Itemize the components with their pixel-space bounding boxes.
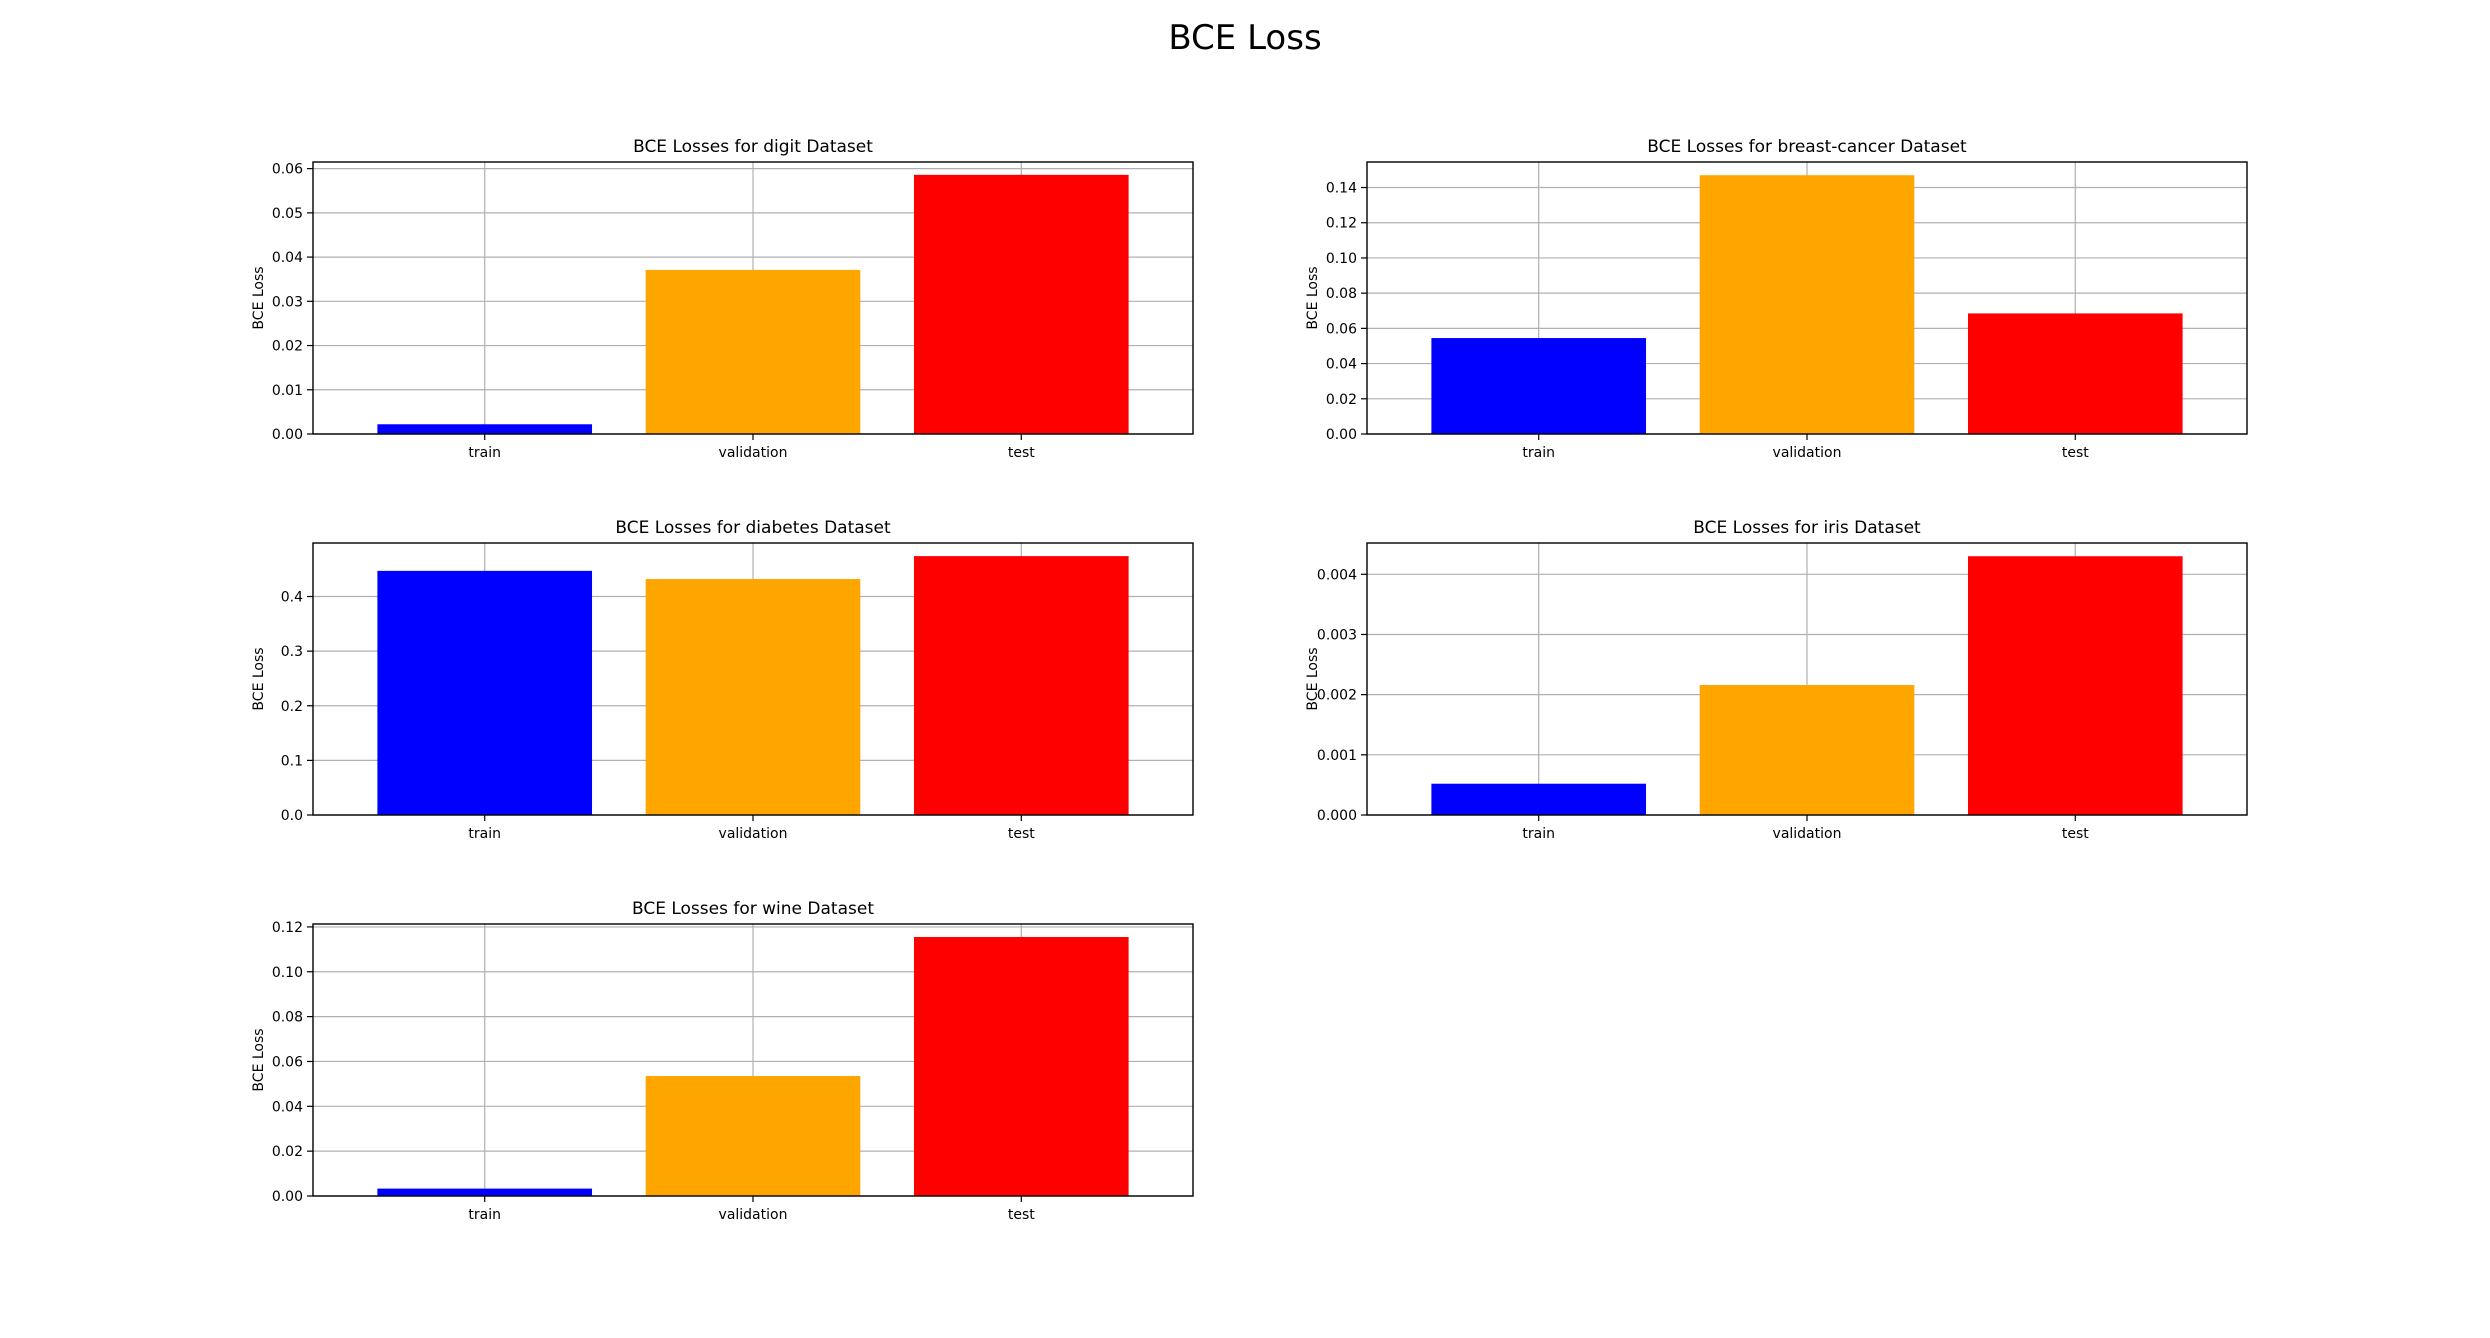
bar-train[interactable] [1431,783,1647,815]
subplot-1: 0.00 0.02 0.04 0.06 0.08 0.10 0.12 0.14 train val… [1305,137,2248,461]
x-tick-label: validation [1773,826,1842,842]
y-tick-label: 0.004 [1317,567,1357,583]
y-tick-label: 0.04 [272,250,303,266]
y-tick-label: 0.01 [272,383,303,399]
bar-train[interactable] [1431,338,1647,434]
y-tick-label: 0.05 [272,206,303,222]
x-tick-label: test [1008,445,1035,461]
x-tick-label: test [2062,826,2089,842]
y-tick-label: 0.2 [281,699,303,715]
y-tick-label: 0.03 [272,294,303,310]
subplot-2: 0.0 0.1 0.2 0.3 0.4 train validation test BCE Lo… [251,518,1194,842]
y-tick-label: 0.06 [272,162,303,178]
axes-frame [312,923,1194,1197]
x-tick-label: validation [719,1207,788,1223]
y-axis-label: BCE Loss [251,1028,267,1091]
y-tick-label: 0.06 [272,1054,303,1070]
subplot-3: 0.000 0.001 0.002 0.003 0.004 train validation… [1305,518,2248,842]
axes-frame [312,161,1194,435]
bar-validation[interactable] [645,269,861,434]
y-axis-label: BCE Loss [251,266,267,329]
subplot-title: BCE Losses for digit Dataset [633,137,873,157]
axes-frame [1366,161,2248,435]
y-tick-label: 0.08 [1326,286,1357,302]
y-tick-label: 0.02 [272,1144,303,1160]
bar-train[interactable] [377,424,593,434]
x-tick-label: train [468,1207,501,1223]
bar-validation[interactable] [645,579,861,815]
y-tick-label: 0.001 [1317,748,1357,764]
bar-test[interactable] [913,937,1129,1196]
subplot-title: BCE Losses for diabetes Dataset [615,518,891,538]
y-tick-label: 0.00 [272,427,303,443]
y-tick-label: 0.00 [272,1189,303,1205]
y-tick-label: 0.3 [281,644,303,660]
x-tick-label: validation [1773,445,1842,461]
x-tick-label: train [468,445,501,461]
y-tick-label: 0.000 [1317,808,1357,824]
bar-train[interactable] [377,570,593,815]
y-tick-label: 0.4 [281,590,303,606]
bar-validation[interactable] [1699,175,1915,434]
axes-frame [312,542,1194,816]
subplot-4: 0.00 0.02 0.04 0.06 0.08 0.10 0.12 train validat… [251,899,1194,1223]
axes-frame [1366,542,2248,816]
y-tick-label: 0.02 [272,339,303,355]
x-tick-label: test [1008,826,1035,842]
y-tick-label: 0.0 [281,808,303,824]
subplot-title: BCE Losses for iris Dataset [1693,518,1921,538]
y-tick-label: 0.08 [272,1010,303,1026]
x-tick-label: test [2062,445,2089,461]
bar-test[interactable] [913,174,1129,434]
y-tick-label: 0.002 [1317,688,1357,704]
subplot-title: BCE Losses for wine Dataset [632,899,874,919]
y-tick-label: 0.06 [1326,321,1357,337]
y-tick-label: 0.14 [1326,181,1357,197]
bar-validation[interactable] [1699,685,1915,815]
y-axis-label: BCE Loss [251,647,267,710]
x-tick-label: test [1008,1207,1035,1223]
y-tick-label: 0.04 [272,1099,303,1115]
figure-title: BCE Loss [1168,18,1322,58]
subplot-title: BCE Losses for breast-cancer Dataset [1647,137,1967,157]
x-tick-label: validation [719,445,788,461]
y-tick-label: 0.12 [1326,216,1357,232]
y-tick-label: 0.003 [1317,627,1357,643]
bar-test[interactable] [913,556,1129,815]
y-tick-label: 0.02 [1326,392,1357,408]
x-tick-label: train [468,826,501,842]
y-tick-label: 0.12 [272,920,303,936]
y-tick-label: 0.1 [281,753,303,769]
y-axis-label: BCE Loss [1305,266,1321,329]
y-axis-label: BCE Loss [1305,647,1321,710]
x-tick-label: train [1522,445,1555,461]
bar-test[interactable] [1967,556,2183,815]
x-tick-label: validation [719,826,788,842]
y-tick-label: 0.00 [1326,427,1357,443]
y-tick-label: 0.10 [272,965,303,981]
subplot-0: 0.00 0.01 0.02 0.03 0.04 0.05 0.06 train validat… [251,137,1194,461]
y-tick-label: 0.04 [1326,357,1357,373]
bar-validation[interactable] [645,1076,861,1196]
bar-test[interactable] [1967,313,2183,434]
y-tick-label: 0.10 [1326,251,1357,267]
bar-train[interactable] [377,1188,593,1196]
x-tick-label: train [1522,826,1555,842]
